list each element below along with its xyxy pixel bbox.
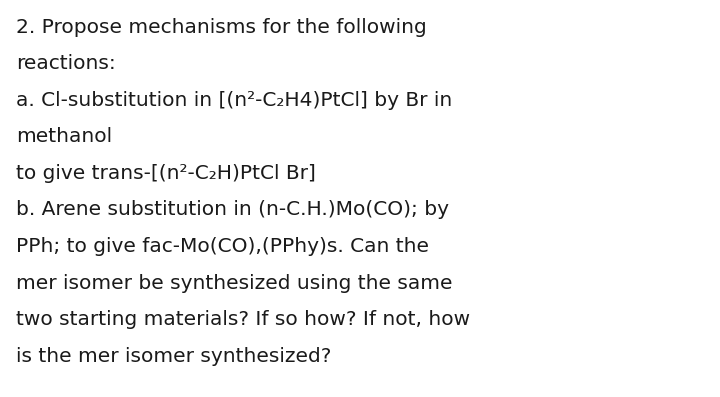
- Text: is the mer isomer synthesized?: is the mer isomer synthesized?: [16, 347, 331, 366]
- Text: b. Arene substitution in (n-C.H.)Mo(CO); by: b. Arene substitution in (n-C.H.)Mo(CO);…: [16, 200, 449, 220]
- Text: 2. Propose mechanisms for the following: 2. Propose mechanisms for the following: [16, 18, 426, 37]
- Text: PPh; to give fac-Mo(CO),(PPhy)s. Can the: PPh; to give fac-Mo(CO),(PPhy)s. Can the: [16, 237, 429, 256]
- Text: reactions:: reactions:: [16, 54, 116, 73]
- Text: to give trans-[(n²-C₂H)PtCl Br]: to give trans-[(n²-C₂H)PtCl Br]: [16, 164, 315, 183]
- Text: methanol: methanol: [16, 127, 112, 146]
- Text: mer isomer be synthesized using the same: mer isomer be synthesized using the same: [16, 274, 452, 293]
- Text: two starting materials? If so how? If not, how: two starting materials? If so how? If no…: [16, 310, 470, 329]
- Text: a. Cl-substitution in [(n²-C₂H4)PtCl] by Br in: a. Cl-substitution in [(n²-C₂H4)PtCl] by…: [16, 91, 452, 110]
